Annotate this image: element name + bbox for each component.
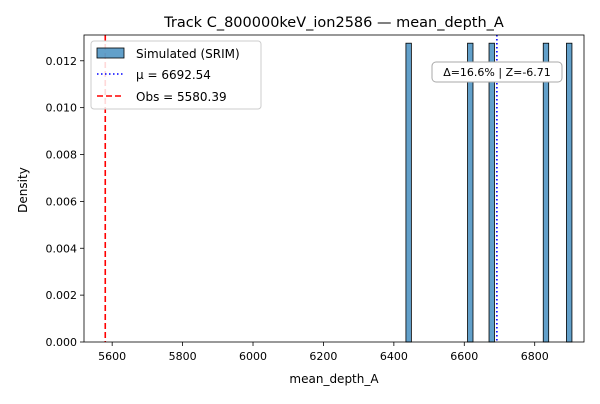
legend-label-simulated: Simulated (SRIM) (136, 47, 240, 61)
y-tick-label: 0.006 (46, 195, 78, 208)
histogram-bar-1 (467, 42, 474, 343)
y-tick-label: 0.008 (46, 149, 78, 162)
x-tick-label: 6800 (521, 350, 549, 363)
legend-patch-simulated (96, 47, 125, 59)
y-tick-label: 0.000 (46, 336, 78, 349)
histogram-bar-0 (405, 42, 412, 343)
histogram-bar-4 (566, 42, 573, 343)
x-tick-label: 6400 (380, 350, 408, 363)
legend: Simulated (SRIM) μ = 6692.54 Obs = 5580.… (90, 40, 262, 110)
histogram-bar-2 (488, 42, 495, 343)
legend-label-mean: μ = 6692.54 (136, 68, 211, 82)
y-tick-label: 0.002 (46, 289, 78, 302)
y-tick-label: 0.004 (46, 242, 78, 255)
y-tick-label: 0.010 (46, 102, 78, 115)
annotation-box (431, 61, 563, 83)
x-tick-label: 6000 (239, 350, 267, 363)
y-axis-ticks: 0.000 0.002 0.004 0.006 0.008 0.010 0.012 (46, 55, 84, 349)
x-tick-label: 5800 (169, 350, 197, 363)
chart-title: Track C_800000keV_ion2586 — mean_depth_A (163, 15, 504, 31)
x-tick-label: 5600 (98, 350, 126, 363)
histogram-bar-3 (542, 42, 550, 343)
x-tick-label: 6200 (309, 350, 337, 363)
x-tick-label: 6600 (450, 350, 478, 363)
legend-box (90, 40, 262, 110)
x-axis-label: mean_depth_A (289, 372, 379, 386)
annotation-text: Δ=16.6% | Z=-6.71 (443, 66, 551, 79)
x-axis-ticks: 5600 5800 6000 6200 6400 6600 6800 (98, 342, 549, 363)
y-axis-label: Density (16, 167, 30, 213)
histogram-bars (405, 42, 573, 343)
y-tick-label: 0.012 (46, 55, 78, 68)
reference-lines (104, 35, 498, 342)
stats-annotation: Δ=16.6% | Z=-6.71 (431, 61, 563, 83)
plot-frame (83, 34, 585, 343)
legend-label-obs: Obs = 5580.39 (136, 90, 227, 104)
